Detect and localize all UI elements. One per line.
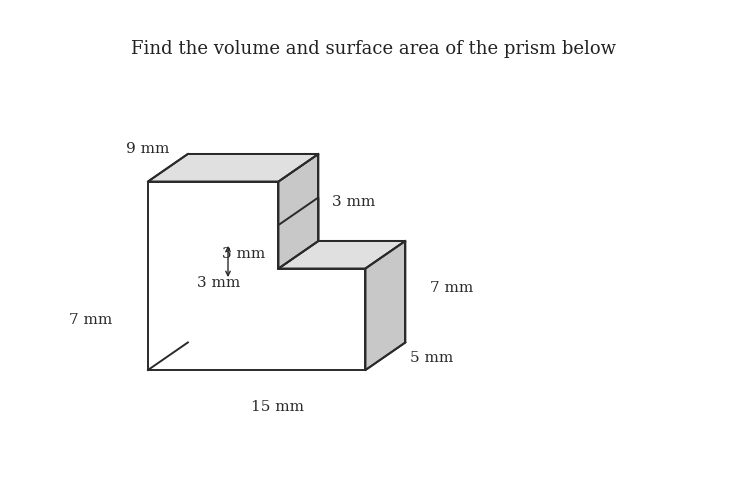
- Text: 3 mm: 3 mm: [222, 247, 266, 261]
- Text: 5 mm: 5 mm: [410, 351, 453, 365]
- Polygon shape: [148, 182, 366, 370]
- Text: 3 mm: 3 mm: [197, 276, 240, 290]
- Text: Find the volume and surface area of the prism below: Find the volume and surface area of the …: [132, 40, 616, 58]
- Text: 7 mm: 7 mm: [69, 313, 112, 327]
- Polygon shape: [366, 241, 405, 370]
- Text: 3 mm: 3 mm: [332, 195, 375, 209]
- Text: 7 mm: 7 mm: [430, 281, 473, 295]
- Polygon shape: [278, 197, 319, 269]
- Text: 15 mm: 15 mm: [251, 400, 304, 414]
- Text: 9 mm: 9 mm: [126, 142, 170, 156]
- Polygon shape: [278, 154, 319, 269]
- Polygon shape: [148, 154, 319, 182]
- Polygon shape: [278, 241, 405, 269]
